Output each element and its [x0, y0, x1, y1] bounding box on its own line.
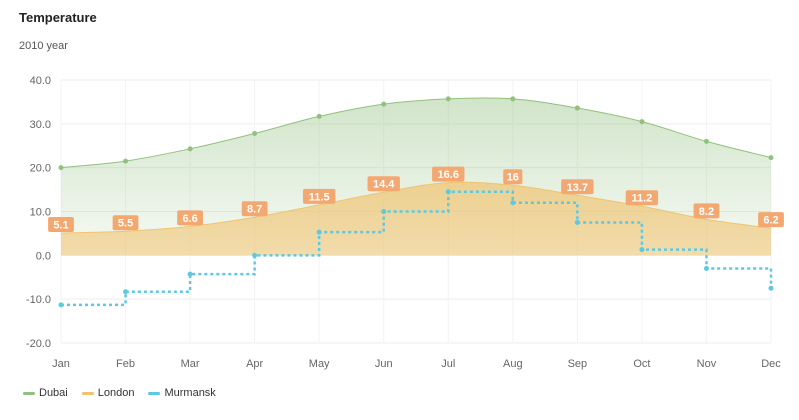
data-label-bg-london [625, 190, 659, 206]
point-murmansk [316, 229, 322, 235]
data-label-bg-london [48, 216, 74, 232]
y-tick-label: 30.0 [30, 119, 51, 131]
data-label-london: 11.5 [309, 191, 330, 203]
x-tick-label: Nov [697, 358, 717, 370]
series-line-london [60, 181, 772, 234]
legend-swatch-dubai [23, 391, 35, 395]
data-label-london: 16 [507, 172, 519, 184]
data-label-london: 6.2 [763, 215, 778, 227]
point-dubai [187, 146, 193, 152]
data-label-london: 14.4 [373, 179, 395, 191]
y-tick-label: 0.0 [36, 250, 51, 262]
x-tick-label: Apr [246, 358, 263, 370]
point-murmansk [510, 200, 516, 206]
legend-label-dubai: Dubai [39, 387, 68, 399]
x-tick-label: Dec [761, 358, 781, 370]
data-label-bg-london [503, 169, 523, 185]
point-dubai [639, 119, 645, 125]
data-label-london: 11.2 [632, 193, 653, 205]
y-tick-label: 40.0 [30, 75, 51, 87]
y-tick-label: -20.0 [26, 338, 51, 350]
legend-item-murmansk[interactable]: Murmansk [148, 387, 216, 399]
point-murmansk [123, 289, 129, 295]
data-label-bg-london [302, 188, 336, 204]
legend-label-murmansk: Murmansk [164, 387, 216, 399]
data-label-london: 6.6 [182, 213, 197, 225]
legend-swatch-london [81, 391, 94, 395]
point-murmansk [381, 209, 387, 214]
series-line-dubai [60, 97, 772, 169]
point-dubai [58, 165, 64, 171]
y-tick-label: 10.0 [30, 207, 51, 219]
point-dubai [768, 155, 774, 161]
x-tick-label: Jun [375, 358, 393, 370]
point-dubai [574, 105, 580, 111]
y-tick-label: 20.0 [30, 163, 51, 175]
x-tick-label: Jul [441, 358, 455, 370]
point-dubai [445, 96, 451, 102]
point-murmansk [187, 271, 193, 277]
point-dubai [510, 96, 516, 102]
data-label-london: 13.7 [567, 182, 588, 194]
data-label-bg-london [367, 176, 400, 192]
data-label-bg-london [758, 212, 784, 228]
data-label-london: 5.5 [118, 218, 133, 230]
legend-swatch-murmansk [148, 391, 161, 395]
chart-subtitle: 2010 year [19, 40, 68, 52]
y-tick-label: -10.0 [26, 294, 51, 306]
chart-title: Temperature [19, 10, 97, 25]
x-tick-label: Feb [116, 358, 135, 370]
point-dubai [123, 158, 129, 164]
data-label-bg-london [561, 179, 594, 195]
legend-label-london: London [97, 387, 135, 399]
data-label-bg-london [241, 201, 268, 217]
series-area-london [61, 182, 771, 256]
point-murmansk [58, 302, 64, 308]
series-line-murmansk [61, 190, 773, 307]
legend-item-london[interactable]: London [81, 387, 135, 399]
point-dubai [252, 130, 258, 136]
legend: Dubai London Murmansk [23, 387, 216, 399]
x-tick-label: Sep [568, 358, 588, 370]
point-murmansk [445, 189, 451, 195]
data-label-bg-london [177, 210, 203, 226]
data-label-bg-london [112, 215, 139, 231]
x-tick-label: Jan [52, 358, 70, 370]
data-label-london: 8.7 [247, 204, 262, 216]
point-dubai [316, 113, 322, 119]
data-label-bg-london [693, 203, 720, 219]
legend-item-dubai[interactable]: Dubai [23, 387, 68, 399]
data-label-london: 5.1 [53, 219, 68, 231]
point-murmansk [768, 285, 774, 291]
point-dubai [703, 138, 709, 144]
point-dubai [381, 101, 387, 107]
x-tick-label: May [309, 358, 330, 370]
point-murmansk [574, 219, 580, 225]
data-label-london: 8.2 [699, 206, 714, 218]
x-tick-label: Aug [503, 358, 523, 370]
data-label-london: 16.6 [438, 169, 459, 181]
x-tick-label: Oct [633, 358, 650, 370]
point-murmansk [703, 265, 709, 271]
point-murmansk [639, 247, 645, 253]
point-murmansk [252, 252, 258, 258]
x-tick-label: Mar [181, 358, 200, 370]
data-label-bg-london [432, 166, 465, 182]
